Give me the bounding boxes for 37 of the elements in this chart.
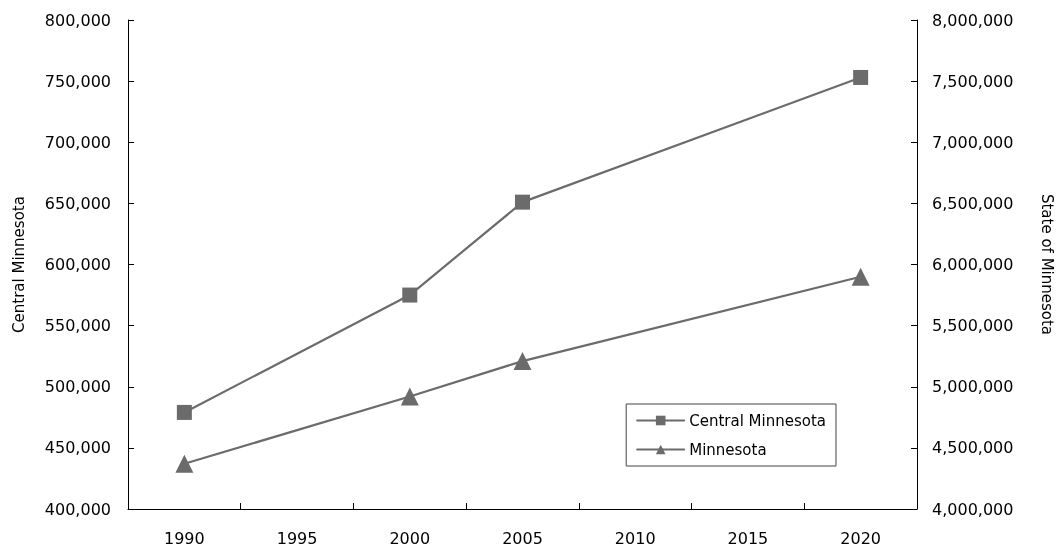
- y2-tick-label: 5,500,000: [932, 316, 1014, 336]
- legend-label: Central Minnesota: [689, 411, 827, 430]
- y2-tick-label: 8,000,000: [932, 10, 1014, 30]
- point: [515, 194, 530, 210]
- x-tick-label: 2005: [502, 528, 543, 548]
- point: [400, 387, 419, 406]
- y-tick-label: 700,000: [44, 132, 111, 152]
- y2-tick-label: 7,500,000: [932, 71, 1014, 91]
- y-tick-label: 500,000: [44, 377, 111, 397]
- point: [513, 352, 532, 371]
- legend-label: Minnesota: [689, 440, 767, 459]
- y-tick-label: 800,000: [44, 10, 111, 30]
- y-tick-label: 650,000: [44, 193, 111, 213]
- y2-axis-title: State of Minnesota: [1037, 193, 1056, 336]
- y-tick-label: 600,000: [44, 255, 111, 274]
- x-tick-label: 2020: [840, 528, 881, 548]
- y2-tick-label: 6,000,000: [932, 255, 1014, 274]
- y2-tick-label: 4,500,000: [932, 438, 1014, 458]
- x-tick-label: 2000: [389, 528, 431, 548]
- y-tick-label: 400,000: [44, 499, 111, 519]
- y2-tick-label: 4,000,000: [932, 499, 1014, 519]
- x-tick-label: 2010: [614, 528, 656, 548]
- x-tick-label: 1990: [164, 528, 205, 548]
- point: [402, 287, 418, 303]
- y-tick-label: 550,000: [44, 316, 111, 336]
- y2-tick-label: 6,500,000: [932, 193, 1014, 213]
- y2-tick-label: 5,000,000: [932, 377, 1014, 397]
- point: [175, 454, 194, 473]
- y-axis-title: Central Minnesota: [9, 196, 28, 333]
- x-tick-label: 1995: [276, 528, 318, 548]
- point: [851, 267, 870, 286]
- y-tick-label: 750,000: [44, 71, 111, 91]
- point: [853, 69, 869, 85]
- y-tick-label: 450,000: [44, 438, 111, 458]
- y2-tick-label: 7,000,000: [932, 132, 1014, 152]
- x-tick-label: 2015: [727, 528, 769, 548]
- point: [176, 404, 192, 420]
